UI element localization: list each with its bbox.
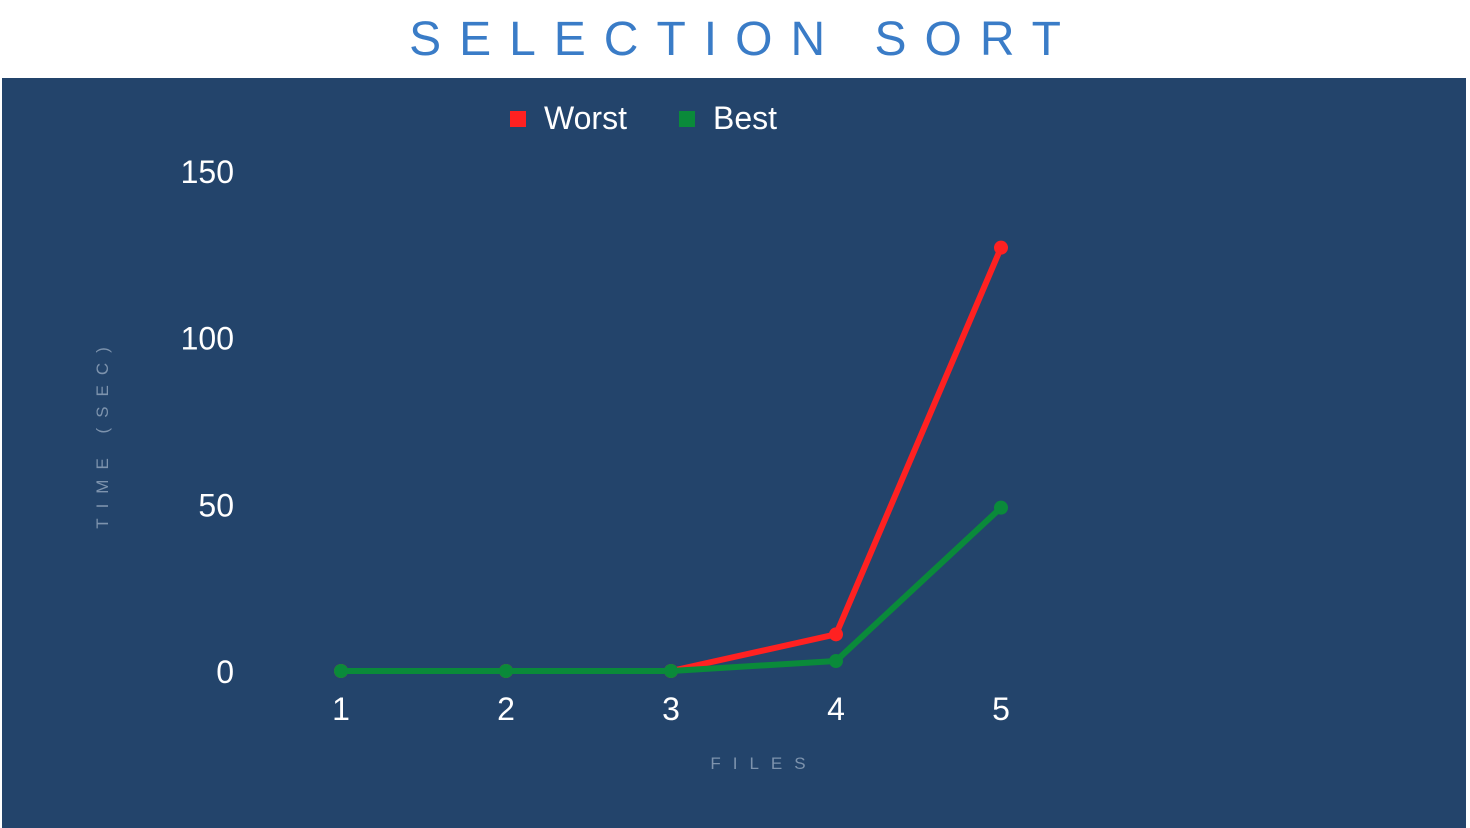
chart-title: SELECTION SORT	[409, 12, 1079, 66]
x-tick-label: 3	[662, 691, 680, 727]
legend-swatch-worst	[510, 110, 526, 127]
x-tick-label: 4	[827, 691, 845, 727]
chart-panel	[2, 78, 1466, 828]
data-point-best	[664, 664, 678, 678]
legend-item-best: Best	[678, 100, 777, 137]
data-point-worst	[994, 240, 1008, 255]
data-point-best	[334, 664, 348, 678]
series-line-best	[338, 504, 1004, 674]
data-point-worst	[829, 627, 843, 642]
legend-label-best: Best	[712, 100, 777, 136]
legend-item-worst: Worst	[510, 100, 627, 137]
x-tick-label: 1	[332, 691, 350, 727]
y-tick-label: 100	[181, 321, 234, 357]
y-axis-label: TIME (SEC)	[93, 337, 112, 529]
legend-swatch-best	[678, 110, 695, 127]
x-axis-label: FILES	[710, 754, 817, 773]
x-tick-label: 5	[992, 691, 1010, 727]
series-line-worst	[338, 244, 1004, 674]
title-bar: SELECTION SORT	[0, 0, 1470, 78]
y-tick-label: 150	[181, 154, 234, 190]
data-point-best	[499, 664, 513, 678]
y-tick-label: 0	[216, 654, 234, 690]
data-point-best	[994, 500, 1008, 515]
data-point-best	[829, 654, 843, 668]
x-tick-label: 2	[497, 691, 515, 727]
legend: Worst Best	[510, 100, 829, 137]
legend-label-worst: Worst	[544, 100, 627, 136]
y-tick-label: 50	[198, 487, 234, 523]
